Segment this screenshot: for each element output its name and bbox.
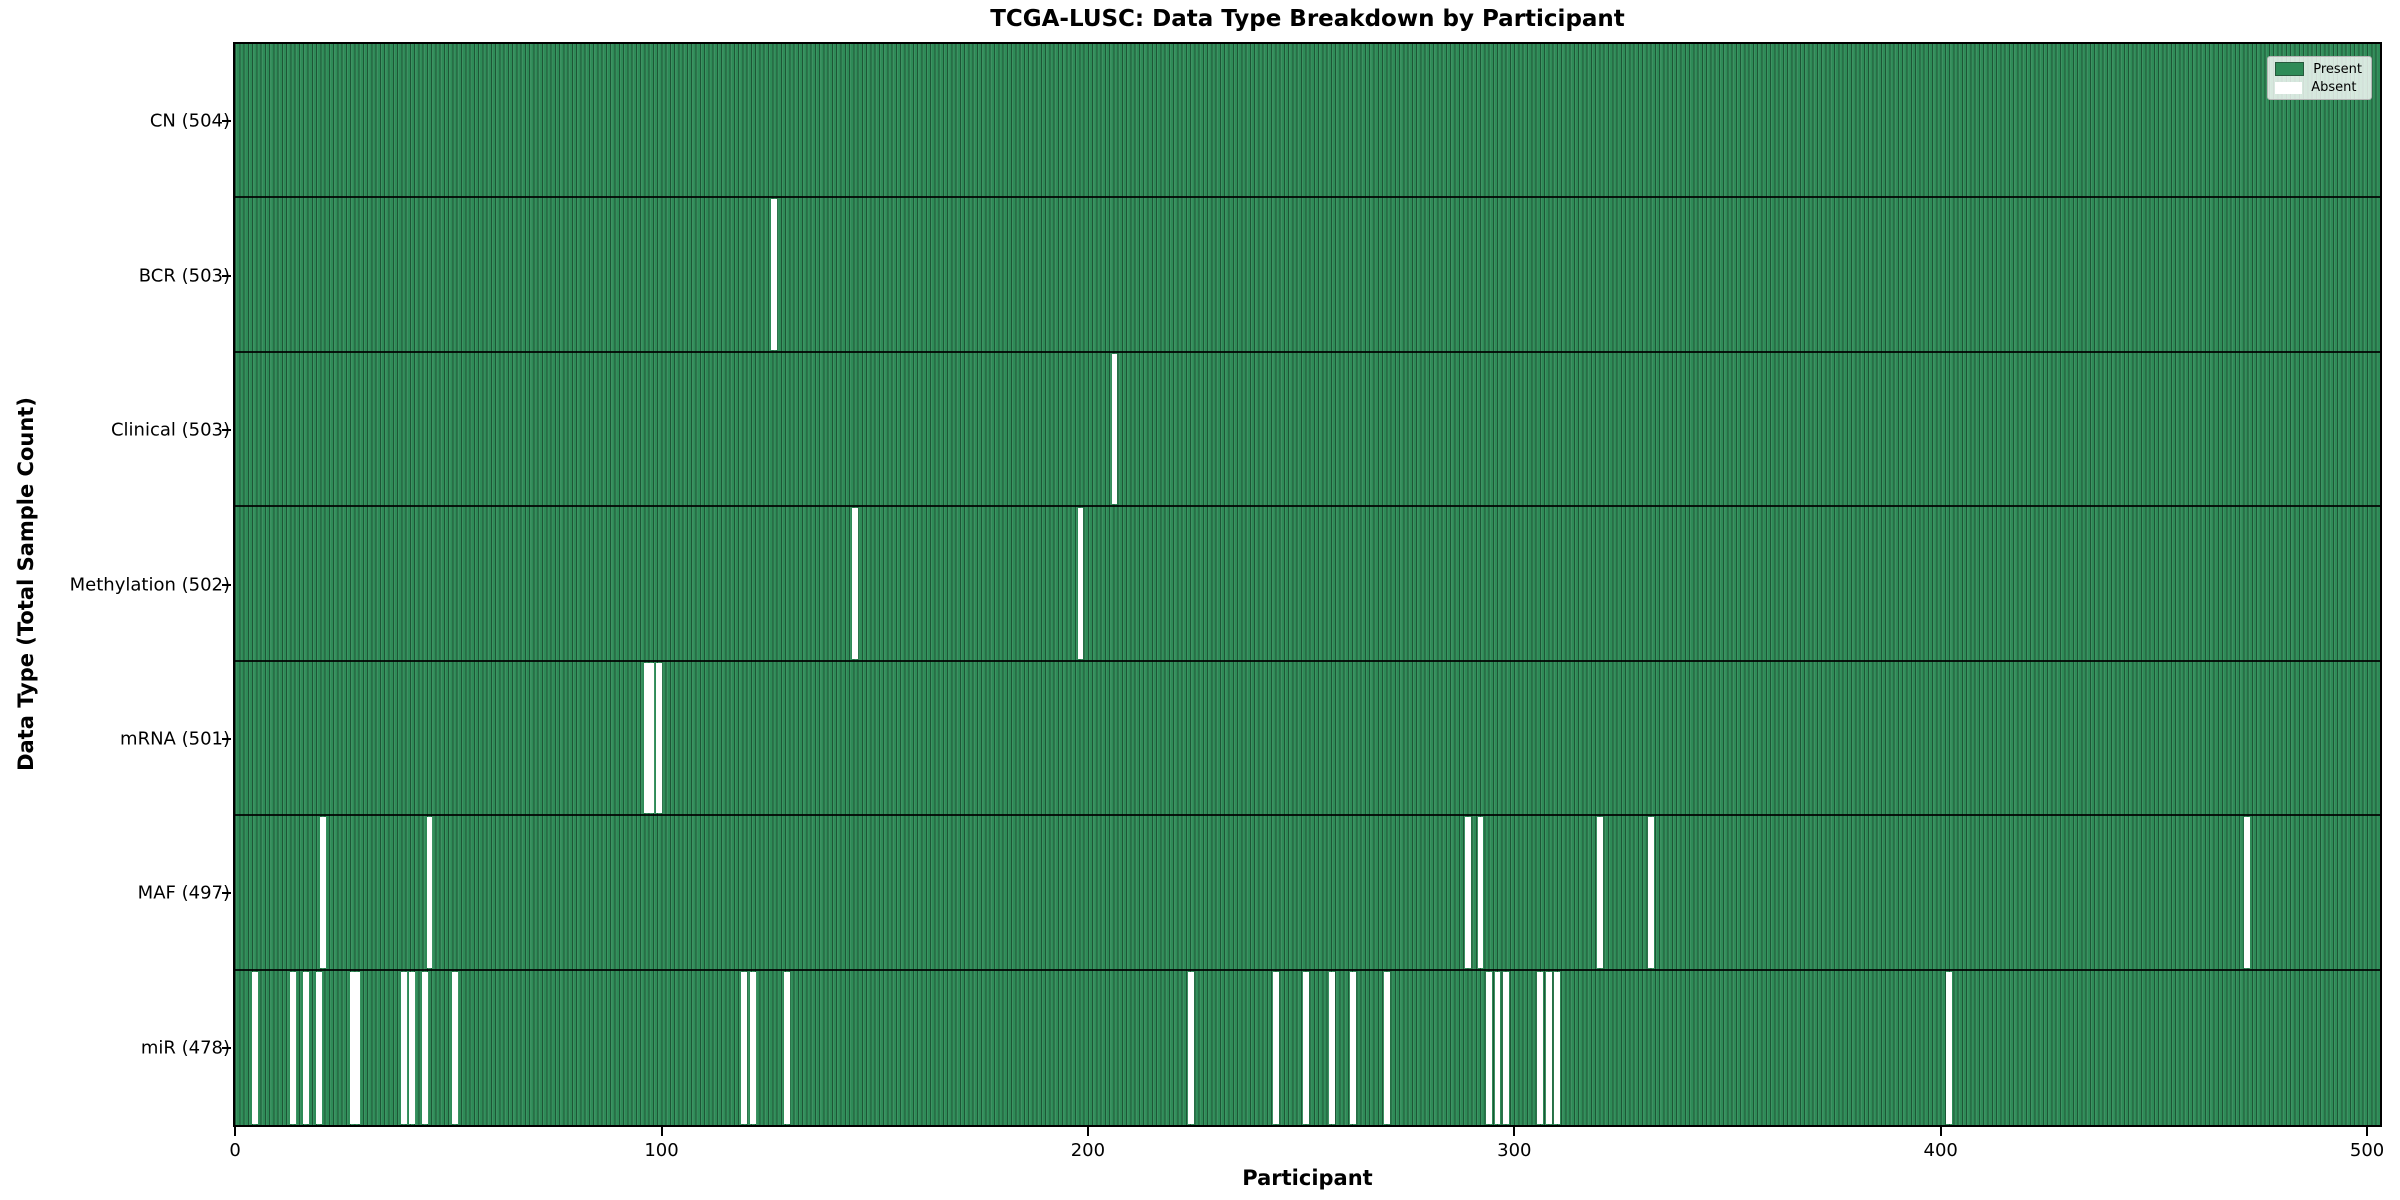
absent-gap-miR-44 [422,971,428,1124]
x-tick-mark [660,1127,663,1136]
absent-gap-miR-262 [1350,971,1356,1124]
row-miR [235,970,2380,1125]
absent-gap-BCR-126 [771,199,777,350]
absent-gap-miR-296 [1494,971,1501,1124]
y-tick-label-MAF: MAF (497) [137,882,230,904]
absent-gap-MAF-332 [1647,817,1654,968]
x-tick-label-300: 300 [1497,1140,1532,1161]
x-tick-mark [1513,1127,1516,1136]
absent-gap-mRNA-97 [647,662,654,814]
absent-gap-miR-308 [1545,971,1552,1124]
absent-gap-miR-270 [1384,971,1390,1124]
absent-gap-Methylation-198 [1077,508,1084,659]
row-mRNA [235,661,2380,817]
y-tick-label-CN: CN (504) [149,110,230,132]
absent-gap-miR-51 [452,971,458,1124]
absent-gap-miR-27 [349,971,356,1124]
present-swatch-icon [2275,62,2305,76]
x-tick-mark [1086,1127,1089,1136]
absent-gap-miR-306 [1537,971,1544,1124]
row-Methylation [235,507,2380,662]
absent-gap-miR-28 [354,971,360,1124]
absent-gap-mRNA-99 [656,662,663,814]
y-tick-label-miR: miR (478) [140,1037,230,1059]
row-Clinical [235,352,2380,508]
absent-gap-miR-121 [749,971,756,1124]
absent-gap-miR-257 [1328,971,1335,1124]
y-tick-label-BCR: BCR (503) [138,265,230,287]
row-BCR [235,198,2380,353]
y-tick-mark [222,583,231,586]
absent-gap-miR-39 [400,971,407,1124]
absent-gap-miR-298 [1503,971,1509,1124]
legend-item-absent: Absent [2275,81,2362,94]
y-tick-mark [222,892,231,895]
absent-gap-mRNA-96 [643,662,650,814]
x-tick-mark [234,1127,237,1136]
absent-gap-miR-224 [1188,971,1195,1124]
absent-gap-MAF-20 [320,817,326,968]
y-tick-mark [222,1046,231,1049]
absent-gap-Clinical-206 [1111,353,1118,505]
absent-gap-MAF-289 [1464,817,1471,968]
x-tick-label-400: 400 [1923,1140,1958,1161]
absent-gap-miR-251 [1303,971,1309,1124]
absent-gap-miR-41 [409,971,416,1124]
y-tick-label-mRNA: mRNA (501) [120,728,230,750]
absent-gap-MAF-292 [1477,817,1484,968]
absent-gap-miR-19 [315,971,322,1124]
absent-swatch-icon [2275,81,2303,94]
legend-label-present: Present [2313,61,2362,77]
row-MAF [235,816,2380,971]
x-tick-mark [2366,1127,2369,1136]
plot-area: Present Absent [233,42,2382,1127]
absent-gap-MAF-472 [2243,817,2250,968]
y-tick-mark [222,120,231,123]
legend-item-present: Present [2275,62,2362,76]
absent-gap-miR-4 [252,971,258,1124]
absent-gap-miR-310 [1554,971,1561,1124]
absent-gap-miR-402 [1945,971,1952,1124]
absent-gap-MAF-45 [426,817,433,968]
absent-gap-miR-13 [290,971,297,1124]
legend-label-absent: Absent [2311,80,2357,95]
y-tick-label-Methylation: Methylation (502) [69,574,230,595]
y-tick-mark [222,274,231,277]
x-axis-label: Participant [1242,1166,1373,1190]
x-tick-label-200: 200 [1070,1140,1106,1161]
absent-gap-miR-16 [303,971,309,1124]
absent-gap-Methylation-145 [852,508,858,659]
absent-gap-miR-294 [1486,971,1492,1124]
y-tick-label-Clinical: Clinical (503) [110,419,230,441]
y-tick-mark [222,429,231,432]
x-tick-label-500: 500 [2349,1140,2385,1161]
y-tick-mark [222,737,231,740]
x-tick-label-0: 0 [229,1140,241,1161]
absent-gap-MAF-320 [1596,817,1603,968]
x-tick-mark [1939,1127,1942,1136]
absent-gap-miR-129 [784,971,790,1124]
chart-title: TCGA-LUSC: Data Type Breakdown by Partic… [990,6,1625,32]
row-CN [235,44,2380,199]
y-axis-label: Data Type (Total Sample Count) [14,397,38,771]
legend: Present Absent [2267,56,2372,100]
x-tick-label-100: 100 [644,1140,679,1161]
absent-gap-miR-244 [1273,971,1280,1124]
absent-gap-miR-119 [741,971,748,1124]
